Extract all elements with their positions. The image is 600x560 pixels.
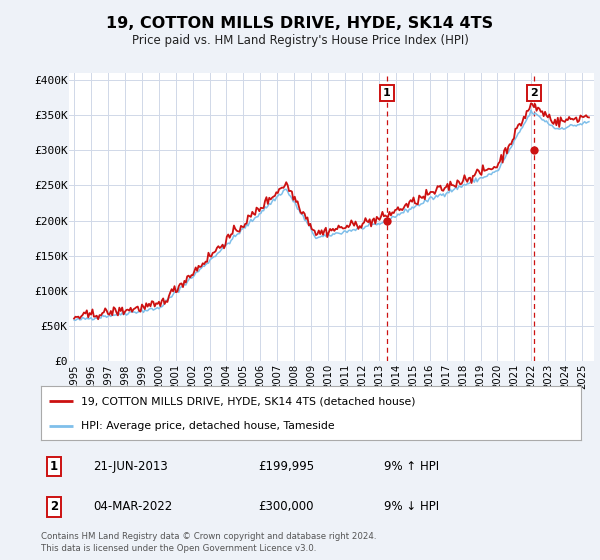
Text: £199,995: £199,995 [258, 460, 314, 473]
Text: 2: 2 [50, 500, 58, 514]
Text: 9% ↓ HPI: 9% ↓ HPI [384, 500, 439, 514]
Text: 21-JUN-2013: 21-JUN-2013 [93, 460, 168, 473]
Text: Contains HM Land Registry data © Crown copyright and database right 2024.
This d: Contains HM Land Registry data © Crown c… [41, 533, 376, 553]
Text: 04-MAR-2022: 04-MAR-2022 [93, 500, 172, 514]
Text: Price paid vs. HM Land Registry's House Price Index (HPI): Price paid vs. HM Land Registry's House … [131, 34, 469, 47]
Text: 19, COTTON MILLS DRIVE, HYDE, SK14 4TS (detached house): 19, COTTON MILLS DRIVE, HYDE, SK14 4TS (… [82, 396, 416, 407]
Text: HPI: Average price, detached house, Tameside: HPI: Average price, detached house, Tame… [82, 421, 335, 431]
Text: 9% ↑ HPI: 9% ↑ HPI [384, 460, 439, 473]
Text: 2: 2 [530, 88, 538, 98]
Text: £300,000: £300,000 [258, 500, 314, 514]
Text: 1: 1 [50, 460, 58, 473]
Text: 19, COTTON MILLS DRIVE, HYDE, SK14 4TS: 19, COTTON MILLS DRIVE, HYDE, SK14 4TS [106, 16, 494, 31]
Text: 1: 1 [383, 88, 391, 98]
